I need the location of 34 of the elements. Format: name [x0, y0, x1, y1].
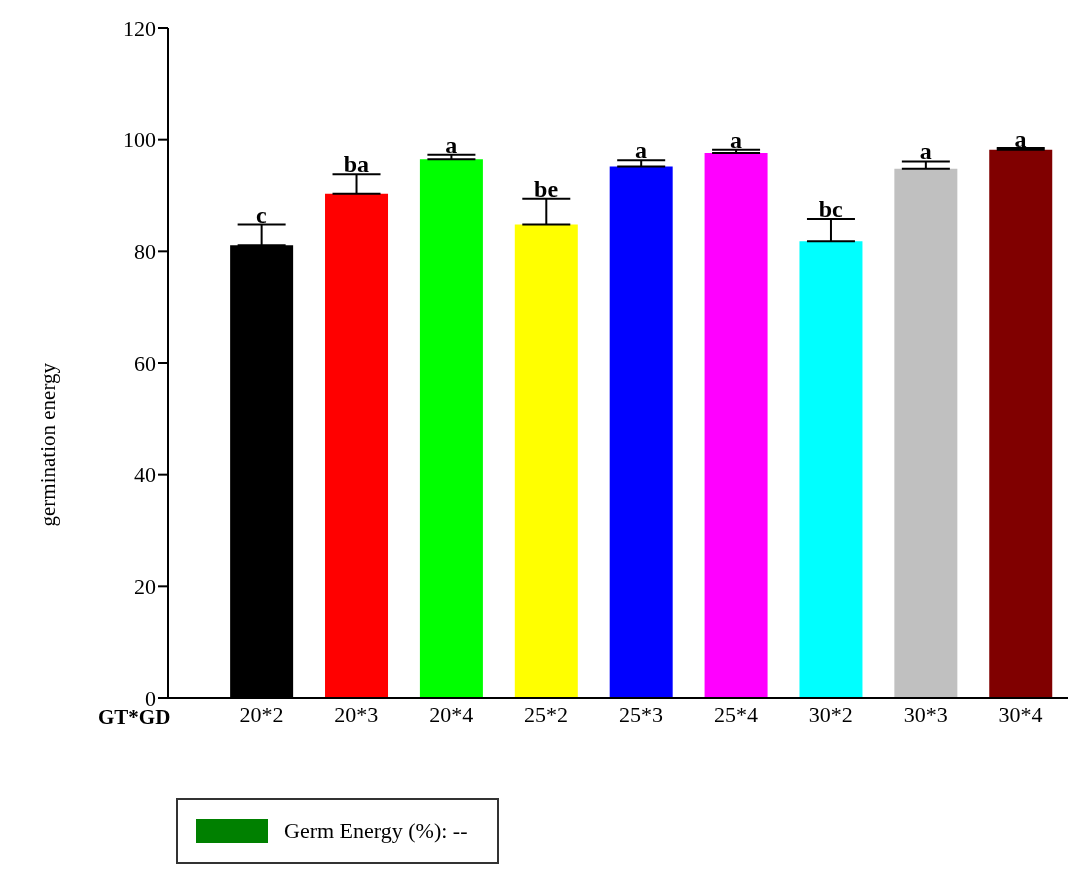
x-tick-label: 30*3 — [903, 701, 948, 727]
bar — [799, 241, 863, 698]
bar — [514, 224, 578, 698]
x-tick-label: 25*3 — [619, 701, 663, 727]
bar — [609, 166, 673, 698]
y-tick-label: 60 — [134, 350, 156, 376]
y-tick-label: 120 — [123, 15, 156, 41]
y-tick-label: 80 — [134, 239, 156, 265]
x-tick-label: 25*2 — [524, 701, 569, 727]
y-axis-title: germination energy — [36, 362, 61, 527]
y-tick-label: 40 — [134, 462, 156, 488]
annotation: a — [729, 126, 742, 153]
annotation: a — [919, 138, 932, 165]
annotation: bc — [818, 195, 844, 222]
x-tick-label: 20*2 — [239, 701, 284, 727]
bar — [325, 193, 389, 698]
x-tick-label: 20*3 — [334, 701, 379, 727]
annotation: ba — [343, 151, 370, 178]
x-tick-label: 30*2 — [808, 701, 853, 727]
bar — [419, 159, 483, 698]
annotation: be — [534, 175, 559, 202]
x-tick-label: 25*4 — [713, 701, 758, 727]
bar — [989, 149, 1053, 698]
bar — [894, 168, 958, 698]
annotation: a — [1014, 125, 1027, 152]
text: Germ Energy (%): -- — [284, 818, 468, 844]
annotation: c — [256, 201, 268, 228]
annotation: a — [635, 137, 647, 164]
x-tick-label: 30*4 — [998, 701, 1043, 727]
x-tick-label: 20*4 — [429, 701, 474, 727]
annotation: a — [445, 131, 458, 158]
y-tick-label: 100 — [123, 127, 156, 153]
y-tick-label: 20 — [134, 574, 156, 600]
bar — [704, 153, 768, 698]
